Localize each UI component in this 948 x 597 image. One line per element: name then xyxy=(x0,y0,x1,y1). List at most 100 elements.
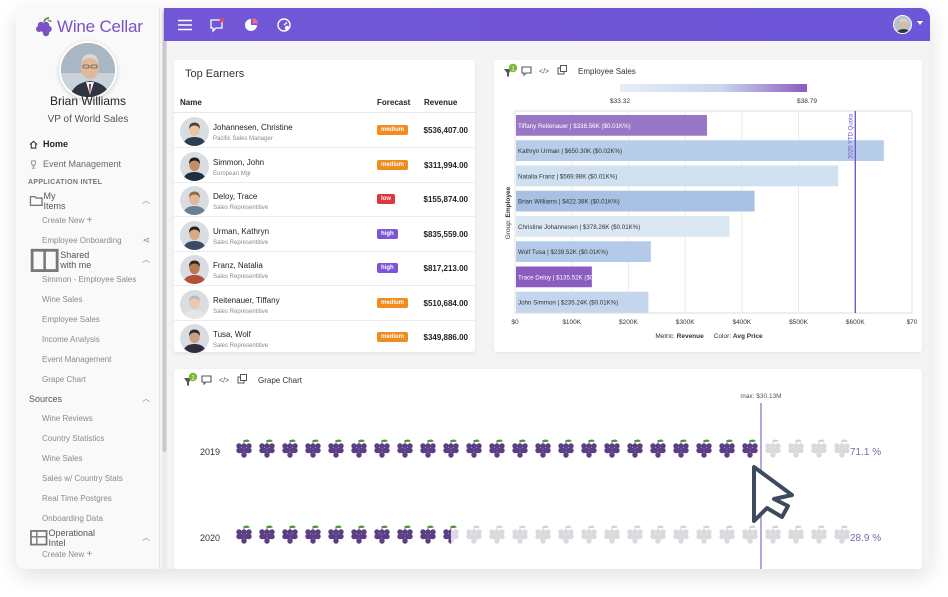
bar-label: Natalia Franz | $569.98K ($0.01K%) xyxy=(518,173,617,180)
employee-portrait-icon xyxy=(180,255,209,284)
nav-sub-label: Employee Sales xyxy=(42,314,100,324)
nav-sub-create-new[interactable]: Create New + xyxy=(16,210,159,230)
grape-icon xyxy=(305,439,321,458)
nav-sub-item[interactable]: Onboarding Data xyxy=(16,508,159,528)
bar[interactable] xyxy=(516,241,651,262)
employee-sales-chart: 1 </> Employee Sales $33.32 $38.79 $0 $10… xyxy=(504,63,918,340)
nav-section-application-intel: APPLICATION INTEL xyxy=(28,179,103,186)
table-row[interactable]: Johannesen, Christine Pacific Sales Manag… xyxy=(174,114,475,148)
brand[interactable]: Wine Cellar xyxy=(34,16,143,38)
grape-icon xyxy=(535,525,551,544)
nav-sub-item[interactable]: Event Management xyxy=(16,349,159,369)
grape-icon xyxy=(236,439,252,458)
bar[interactable] xyxy=(516,140,884,161)
chevron-up-icon[interactable]: ︿ xyxy=(142,533,150,542)
grape-icon xyxy=(512,439,528,458)
comment-icon[interactable] xyxy=(201,375,212,386)
home-icon xyxy=(29,140,38,149)
row-label: 2020 xyxy=(200,533,220,543)
grape-icon xyxy=(788,439,804,458)
grape-icon xyxy=(374,525,390,544)
nav-sub-label: Grape Chart xyxy=(42,374,87,384)
dashboard-gauge-icon[interactable] xyxy=(276,17,292,33)
column-forecast[interactable]: Forecast xyxy=(377,98,411,107)
nav-event-management[interactable]: Event Management xyxy=(16,154,159,174)
nav-sub-item[interactable]: Employee Sales xyxy=(16,309,159,329)
table-row[interactable]: Simmon, John European Mgr medium $311,994.0… xyxy=(174,149,475,183)
column-name[interactable]: Name xyxy=(180,98,202,107)
nav-group-shared[interactable]: Shared with me ︿ xyxy=(16,248,159,272)
plus-icon[interactable]: + xyxy=(86,214,93,226)
employee-name: Simmon, John xyxy=(213,157,265,167)
color-legend-bar xyxy=(620,84,807,92)
nav-sub-item[interactable]: Wine Sales xyxy=(16,289,159,309)
nav-group-operational-intel[interactable]: Operational Intel ︿ xyxy=(16,527,159,548)
plus-icon[interactable]: + xyxy=(86,548,93,560)
copy-icon[interactable] xyxy=(557,65,567,75)
nav-group-label: Operational Intel xyxy=(48,527,96,548)
employee-title: Sales Representitive xyxy=(213,205,269,211)
nav-sub-item[interactable]: Country Statistics xyxy=(16,428,159,448)
user-avatar[interactable] xyxy=(59,41,117,99)
grape-icon xyxy=(397,525,413,544)
bar[interactable] xyxy=(516,190,755,212)
nav-sub-item[interactable]: Wine Reviews xyxy=(16,408,159,428)
table-row[interactable]: Franz, Natalia Sales Representitive high $8… xyxy=(174,252,475,286)
grape-plot: max: $30.13M 2019 71.1 % 2020 28.9 % xyxy=(200,393,881,569)
nav-sub-label: Onboarding Data xyxy=(42,513,103,523)
bar[interactable] xyxy=(516,216,730,237)
sidebar-scrollbar[interactable] xyxy=(162,8,167,569)
nav-group-sources[interactable]: Sources ︿ xyxy=(16,389,159,408)
percent-label: 71.1 % xyxy=(850,447,881,458)
grape-icon xyxy=(236,525,252,544)
table-row[interactable]: Tusa, Wolf Sales Representitive medium $349… xyxy=(174,321,475,355)
table-row[interactable]: Urman, Kathryn Sales Representitive high $8… xyxy=(174,218,475,252)
table-row[interactable]: Deloy, Trace Sales Representitive low $155,… xyxy=(174,183,475,217)
shared-folder-icon xyxy=(30,248,59,272)
nav-sub-item[interactable]: Grape Chart xyxy=(16,369,159,389)
column-revenue[interactable]: Revenue xyxy=(424,98,458,107)
comment-icon[interactable] xyxy=(209,17,225,33)
nav-sub-item[interactable]: Sales w/ Country Stats xyxy=(16,468,159,488)
bar[interactable] xyxy=(516,165,839,187)
table-row[interactable]: Reitenauer, Tiffany Sales Representitive m… xyxy=(174,287,475,321)
nav-sub-item[interactable]: Income Analysis xyxy=(16,329,159,349)
legend-max: $38.79 xyxy=(797,98,817,105)
grape-icon xyxy=(765,525,781,544)
nav-sub-item[interactable]: Simmon - Employee Sales xyxy=(16,269,159,289)
grape-icon xyxy=(443,439,459,458)
chevron-down-icon[interactable] xyxy=(917,21,923,25)
y-axis-group-label: Group: Employee xyxy=(505,186,512,239)
grape-icon xyxy=(742,439,758,458)
nav-group-my-items[interactable]: My Items ︿ xyxy=(16,191,159,211)
chevron-up-icon[interactable]: ︿ xyxy=(142,255,150,264)
nav-sub-item[interactable]: Real Time Postgres xyxy=(16,488,159,508)
x-tick-label: $600K xyxy=(846,319,865,326)
chevron-up-icon[interactable]: ︿ xyxy=(142,394,150,403)
forecast-badge: medium xyxy=(377,159,409,170)
filter-icon[interactable]: 1 xyxy=(184,372,198,386)
percent-label: 28.9 % xyxy=(850,533,881,544)
nav-sub-label: Income Analysis xyxy=(42,334,100,344)
code-embed-icon[interactable]: </> xyxy=(219,378,229,385)
sidebar: Wine Cellar Brian Williams VP of World S… xyxy=(16,8,160,569)
copy-icon[interactable] xyxy=(237,374,247,384)
nav-sub-item[interactable]: Wine Sales xyxy=(16,448,159,468)
bar[interactable] xyxy=(516,266,592,288)
topbar-user-avatar[interactable] xyxy=(893,15,912,34)
grape-icon xyxy=(535,439,551,458)
code-embed-icon[interactable]: </> xyxy=(539,69,549,76)
nav-sub-employee-onboarding[interactable]: Employee Onboarding ⋖ xyxy=(16,230,159,250)
filter-icon[interactable]: 1 xyxy=(504,63,518,77)
grape-icon xyxy=(581,525,597,544)
nav-home[interactable]: Home xyxy=(16,134,159,154)
hamburger-menu-icon[interactable] xyxy=(177,17,193,33)
chevron-up-icon[interactable]: ︿ xyxy=(142,196,150,205)
nav-sub-create-new[interactable]: Create New + xyxy=(16,547,159,561)
share-icon[interactable]: ⋖ xyxy=(142,234,150,245)
comment-icon[interactable] xyxy=(521,66,532,77)
bar[interactable] xyxy=(516,115,708,136)
grape-icon xyxy=(627,439,643,458)
pie-chart-icon[interactable] xyxy=(243,17,259,33)
bar[interactable] xyxy=(516,291,649,313)
